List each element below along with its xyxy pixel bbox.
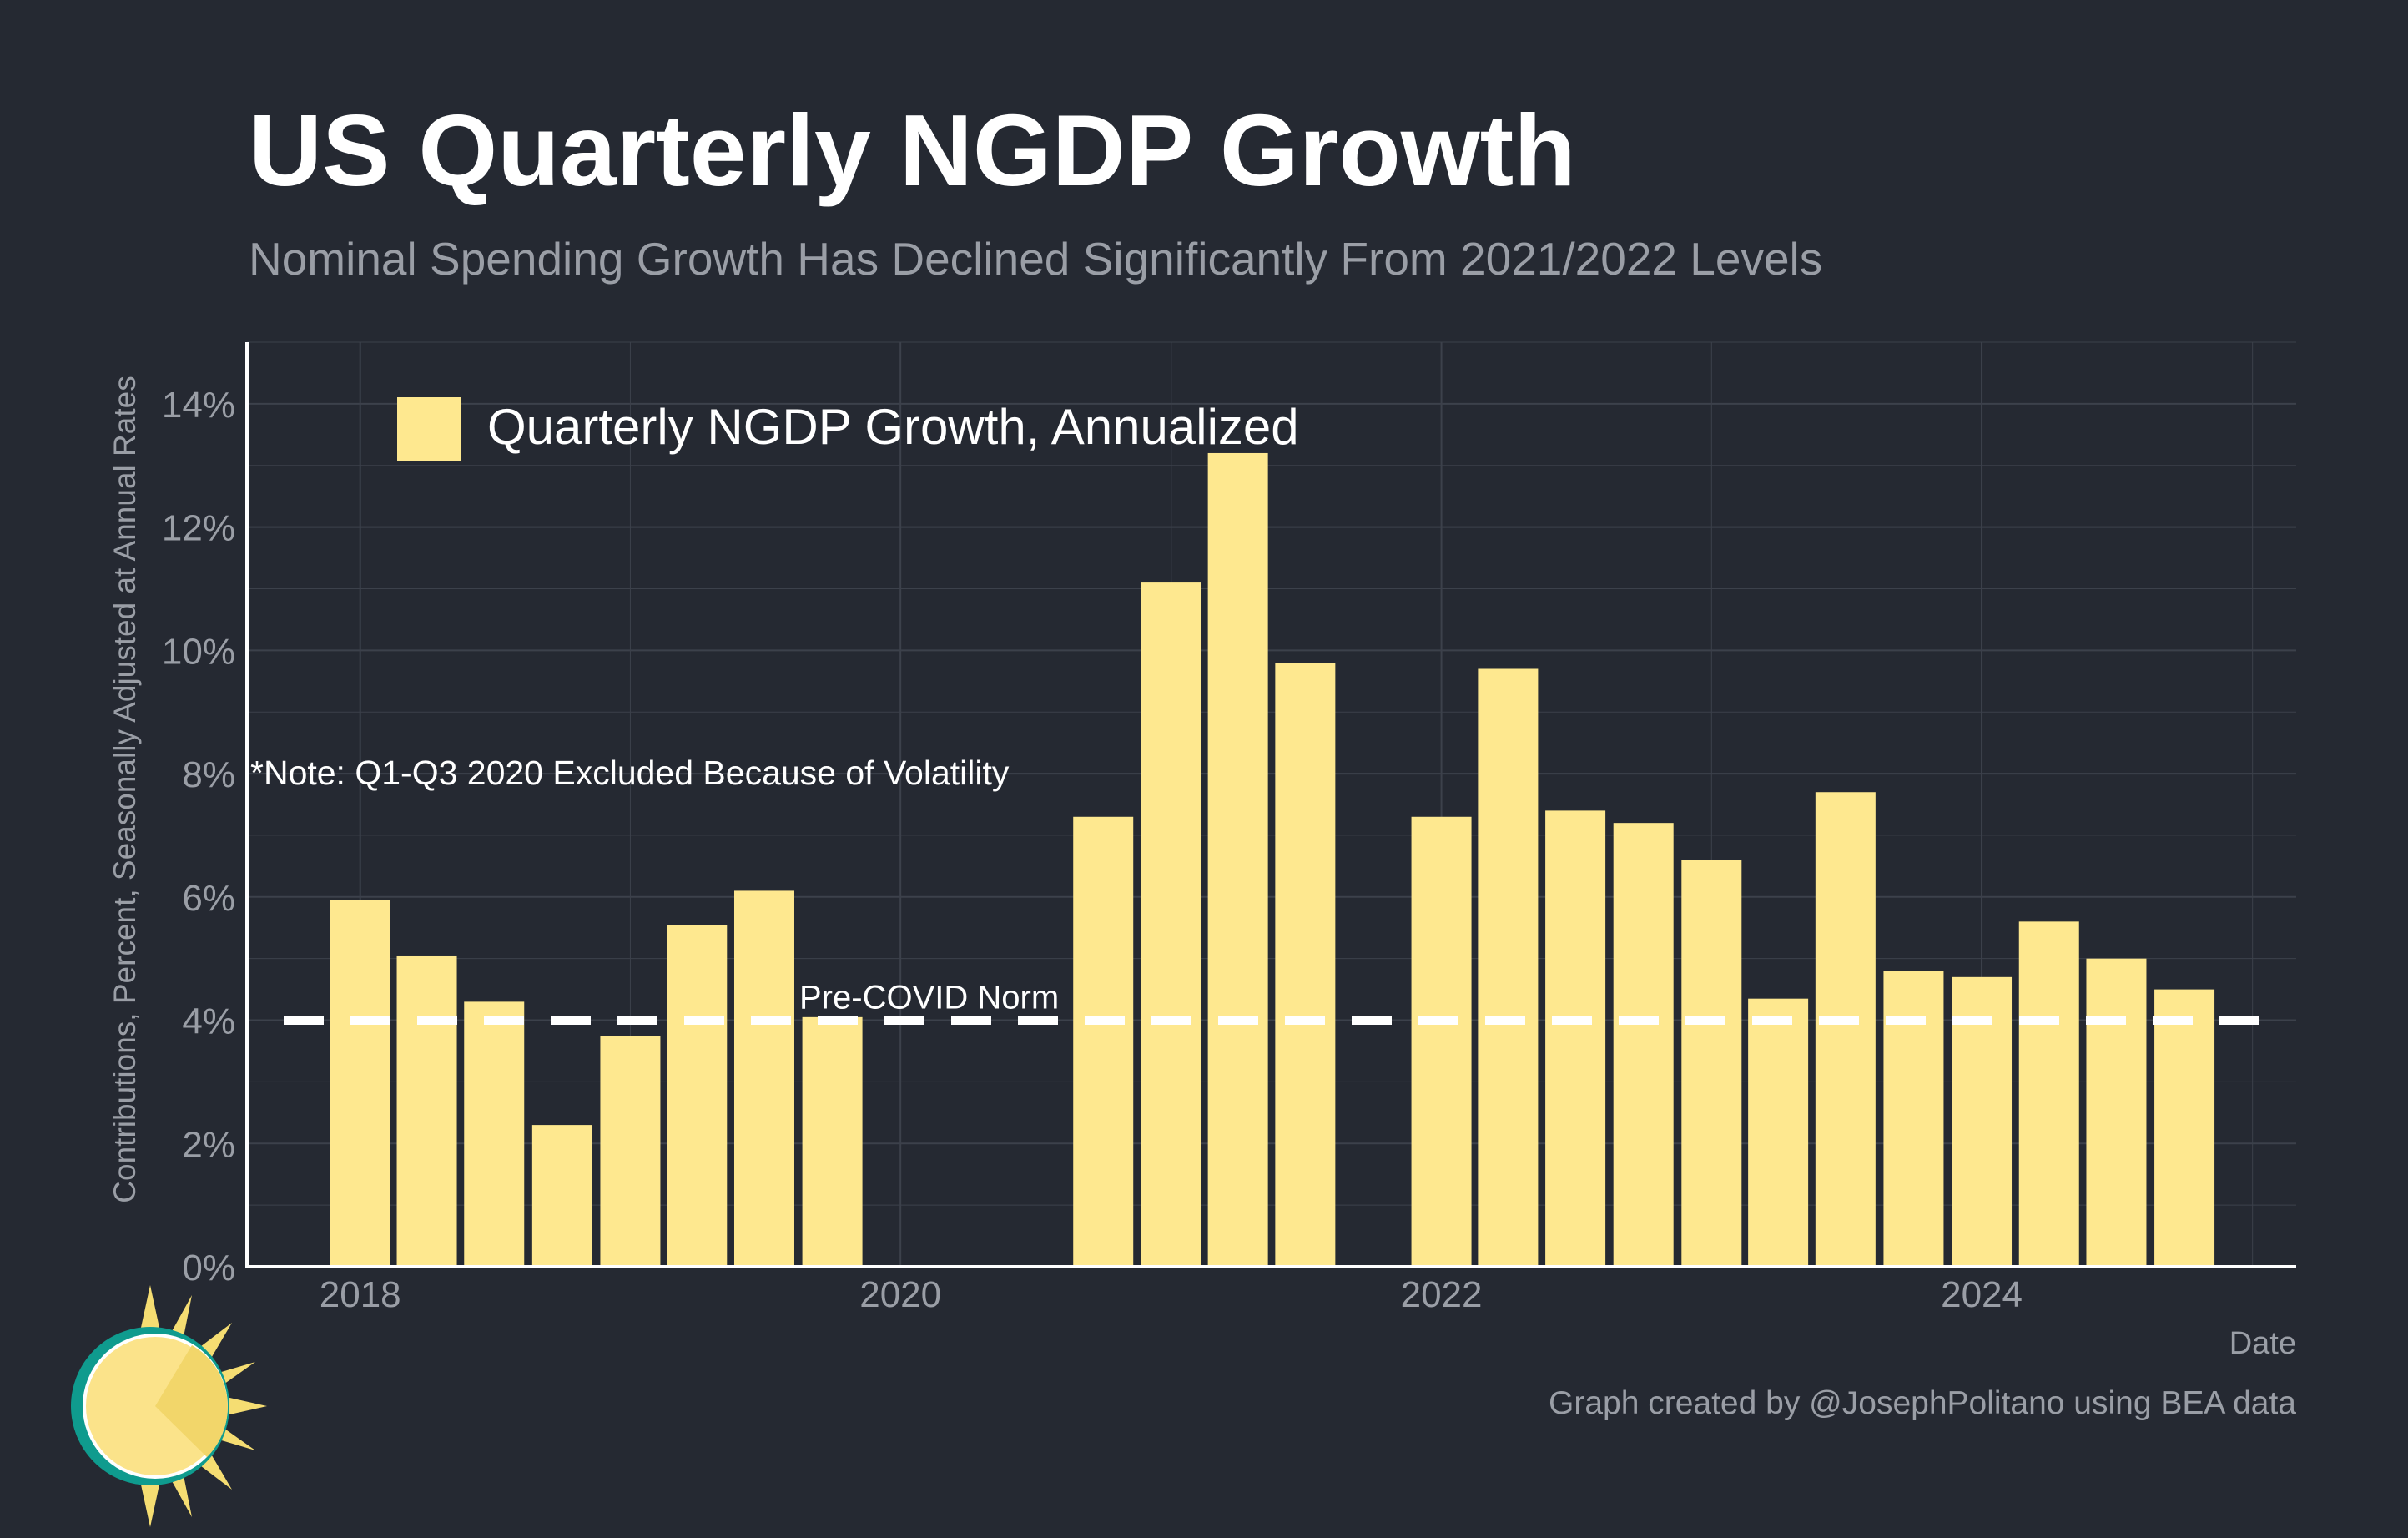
bar <box>733 890 794 1267</box>
sun-logo-icon <box>71 1285 267 1527</box>
x-tick-label: 2024 <box>1941 1274 2023 1315</box>
bar <box>1411 816 1472 1267</box>
bar <box>1748 998 1809 1267</box>
x-axis-title: Date <box>2229 1326 2296 1361</box>
axes <box>245 342 2296 1268</box>
bar <box>1883 971 1944 1267</box>
chart-title: US Quarterly NGDP Growth <box>249 93 1576 207</box>
axis-labels: 0% 2% 4% 6% 8% 10% 12% 14% 2018 2020 2022 2024 Date C… <box>108 376 2296 1361</box>
bar <box>802 1016 863 1267</box>
bar <box>330 900 390 1267</box>
bar <box>667 925 728 1267</box>
bar <box>464 1001 525 1267</box>
y-tick-label: 12% <box>162 508 235 549</box>
bar <box>1275 663 1336 1267</box>
chart-subtitle: Nominal Spending Growth Has Declined Sig… <box>249 233 1823 285</box>
y-tick-label: 8% <box>182 754 235 795</box>
bar <box>2154 989 2215 1267</box>
bars <box>330 452 2215 1267</box>
y-tick-label: 2% <box>182 1124 235 1165</box>
bar <box>1207 452 1268 1267</box>
y-tick-label: 6% <box>182 878 235 919</box>
x-tick-label: 2020 <box>859 1274 941 1315</box>
bar <box>1545 810 1606 1267</box>
bar <box>1613 823 1674 1267</box>
x-tick-label: 2018 <box>320 1274 401 1315</box>
source-caption: Graph created by @JosephPolitano using B… <box>1549 1385 2296 1421</box>
bar <box>1681 860 1742 1267</box>
x-tick-label: 2022 <box>1401 1274 1483 1315</box>
bar <box>1141 582 1201 1267</box>
legend-label: Quarterly NGDP Growth, Annualized <box>487 399 1299 455</box>
y-tick-label: 4% <box>182 1001 235 1042</box>
reference-line-label: Pre-COVID Norm <box>799 980 1059 1016</box>
bar <box>1815 792 1876 1267</box>
bar <box>2086 958 2147 1267</box>
y-axis-title: Contributions, Percent, Seasonally Adjus… <box>108 376 142 1203</box>
bar <box>1478 668 1539 1267</box>
y-tick-label: 14% <box>162 385 235 426</box>
bar <box>1952 976 2013 1267</box>
bar <box>1073 816 1134 1267</box>
bar <box>2018 921 2079 1267</box>
y-tick-label: 0% <box>182 1248 235 1288</box>
note-annotation: *Note: Q1-Q3 2020 Excluded Because of Vo… <box>250 754 1010 792</box>
annotations: *Note: Q1-Q3 2020 Excluded Because of Vo… <box>250 754 1010 792</box>
legend-swatch <box>397 397 461 461</box>
y-tick-label: 10% <box>162 631 235 672</box>
reference-line-group: Pre-COVID Norm <box>284 980 2269 1026</box>
bar <box>396 955 457 1267</box>
bar <box>600 1036 661 1267</box>
legend: Quarterly NGDP Growth, Annualized <box>397 397 1299 461</box>
bar <box>531 1125 592 1267</box>
